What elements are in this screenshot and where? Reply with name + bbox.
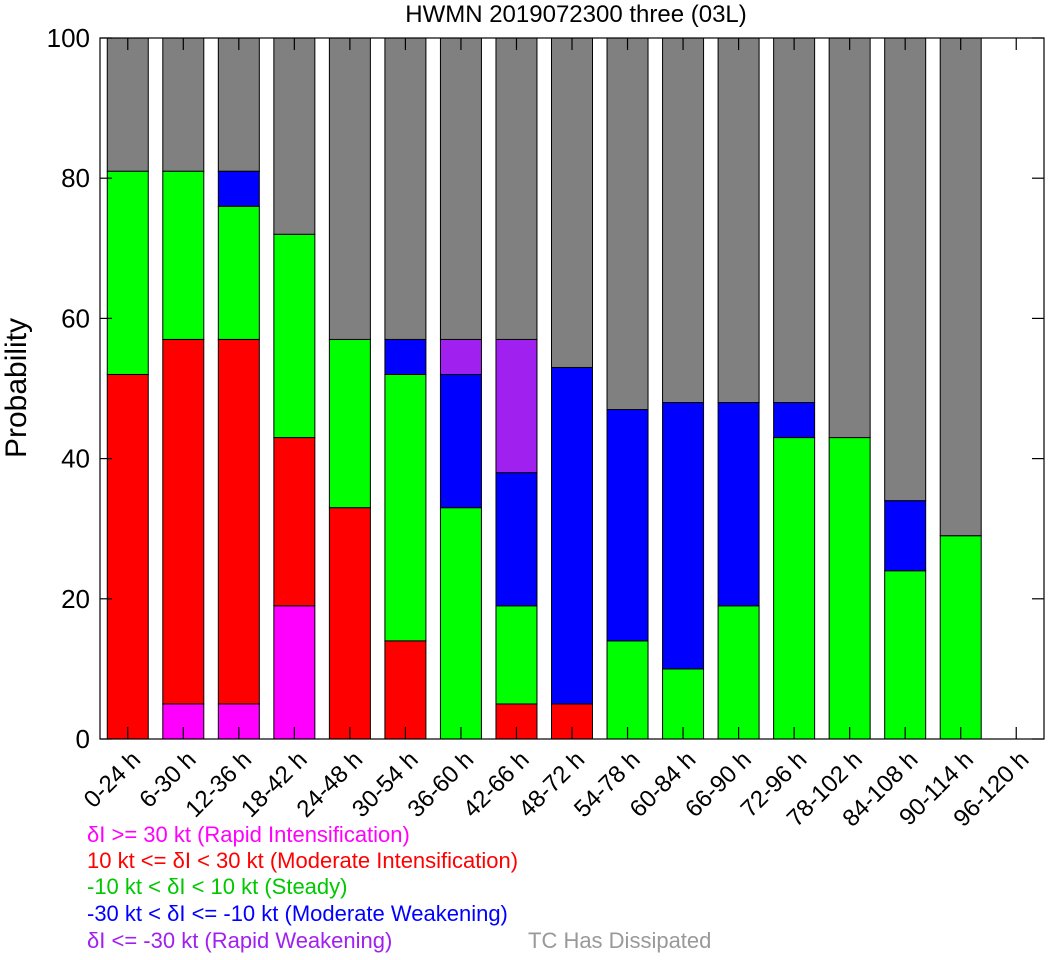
bar-segment-5-5 bbox=[384, 37, 427, 340]
bar-segment-15-2 bbox=[939, 535, 982, 740]
bar-segment-13-5 bbox=[828, 37, 871, 439]
bar-segment-14-3 bbox=[884, 500, 927, 572]
legend-item-5: TC Has Dissipated bbox=[528, 928, 712, 953]
legend-item-0: δI >= 30 kt (Rapid Intensification) bbox=[87, 822, 410, 847]
bar-segment-6-4 bbox=[439, 338, 482, 375]
bar-segment-9-3 bbox=[606, 409, 649, 642]
plot-axes bbox=[99, 37, 1045, 740]
bar-segment-7-4 bbox=[495, 338, 538, 474]
bar-segment-9-2 bbox=[606, 640, 649, 740]
bar-segment-12-5 bbox=[773, 37, 816, 404]
bar-segment-9-5 bbox=[606, 37, 649, 411]
y-tick-label: 0 bbox=[76, 724, 90, 754]
bar-segment-8-3 bbox=[551, 366, 593, 705]
bar-segment-1-5 bbox=[162, 37, 205, 172]
bar-segment-14-5 bbox=[884, 37, 927, 502]
y-tick-label: 100 bbox=[47, 23, 90, 53]
x-tick-labels: 0-24 h6-30 h12-36 h18-42 h24-48 h30-54 h… bbox=[79, 746, 1035, 832]
bar-segment-4-5 bbox=[328, 37, 371, 340]
bar-segment-3-0 bbox=[273, 605, 316, 740]
bar-segment-11-3 bbox=[717, 402, 760, 607]
bar-segment-12-3 bbox=[773, 402, 816, 439]
bar-segment-8-5 bbox=[551, 37, 593, 368]
bar-segment-2-2 bbox=[217, 205, 260, 340]
bar-segment-0-2 bbox=[106, 170, 149, 375]
y-axis-label: Probability bbox=[0, 318, 33, 458]
legend-item-3: -30 kt < δI <= -10 kt (Moderate Weakenin… bbox=[87, 901, 508, 926]
legend-item-2: -10 kt < δI < 10 kt (Steady) bbox=[87, 874, 348, 899]
y-tick-label: 20 bbox=[61, 584, 90, 614]
legend-item-1: 10 kt <= δI < 30 kt (Moderate Intensific… bbox=[87, 848, 519, 873]
bar-segment-7-3 bbox=[495, 472, 538, 607]
bar-segment-4-2 bbox=[328, 338, 371, 509]
bar-segment-3-2 bbox=[273, 233, 316, 439]
bar-segment-2-5 bbox=[217, 37, 260, 172]
bar-segment-7-2 bbox=[495, 605, 538, 705]
y-tick-labels: 0 20 40 60 80 100 bbox=[47, 23, 90, 754]
bar-segment-0-1 bbox=[106, 373, 149, 740]
y-tick-label: 80 bbox=[61, 163, 90, 193]
bar-segment-13-2 bbox=[828, 437, 871, 740]
bar-segment-1-1 bbox=[162, 338, 205, 705]
bar-segment-11-2 bbox=[717, 605, 760, 740]
bar-segment-2-3 bbox=[217, 170, 260, 207]
legend-item-4: δI <= -30 kt (Rapid Weakening) bbox=[87, 928, 393, 953]
y-tick-label: 60 bbox=[61, 303, 90, 333]
bar-segment-4-1 bbox=[328, 507, 371, 740]
bar-segment-3-5 bbox=[273, 37, 316, 235]
bar-segment-12-2 bbox=[773, 437, 816, 740]
bar-segment-2-1 bbox=[217, 338, 260, 705]
bar-segment-5-2 bbox=[384, 373, 427, 642]
bar-segment-0-5 bbox=[106, 37, 149, 172]
bar-stacks bbox=[106, 37, 982, 740]
y-tick-label: 40 bbox=[61, 444, 90, 474]
x-tick-label: 0-24 h bbox=[79, 746, 146, 813]
bar-segment-11-5 bbox=[717, 37, 760, 404]
bar-segment-1-2 bbox=[162, 170, 205, 340]
bar-segment-6-5 bbox=[439, 37, 482, 340]
bar-segment-14-2 bbox=[884, 570, 927, 740]
bar-segment-10-5 bbox=[662, 37, 705, 404]
bar-segment-6-2 bbox=[439, 507, 482, 740]
bar-segment-3-1 bbox=[273, 437, 316, 607]
bar-segment-15-5 bbox=[939, 37, 982, 537]
bar-segment-5-3 bbox=[384, 338, 427, 375]
bar-segment-5-1 bbox=[384, 640, 427, 740]
bar-segment-7-5 bbox=[495, 37, 538, 340]
chart-title: HWMN 2019072300 three (03L) bbox=[405, 1, 747, 28]
bar-segment-6-3 bbox=[439, 373, 482, 509]
bar-segment-10-3 bbox=[662, 402, 705, 670]
